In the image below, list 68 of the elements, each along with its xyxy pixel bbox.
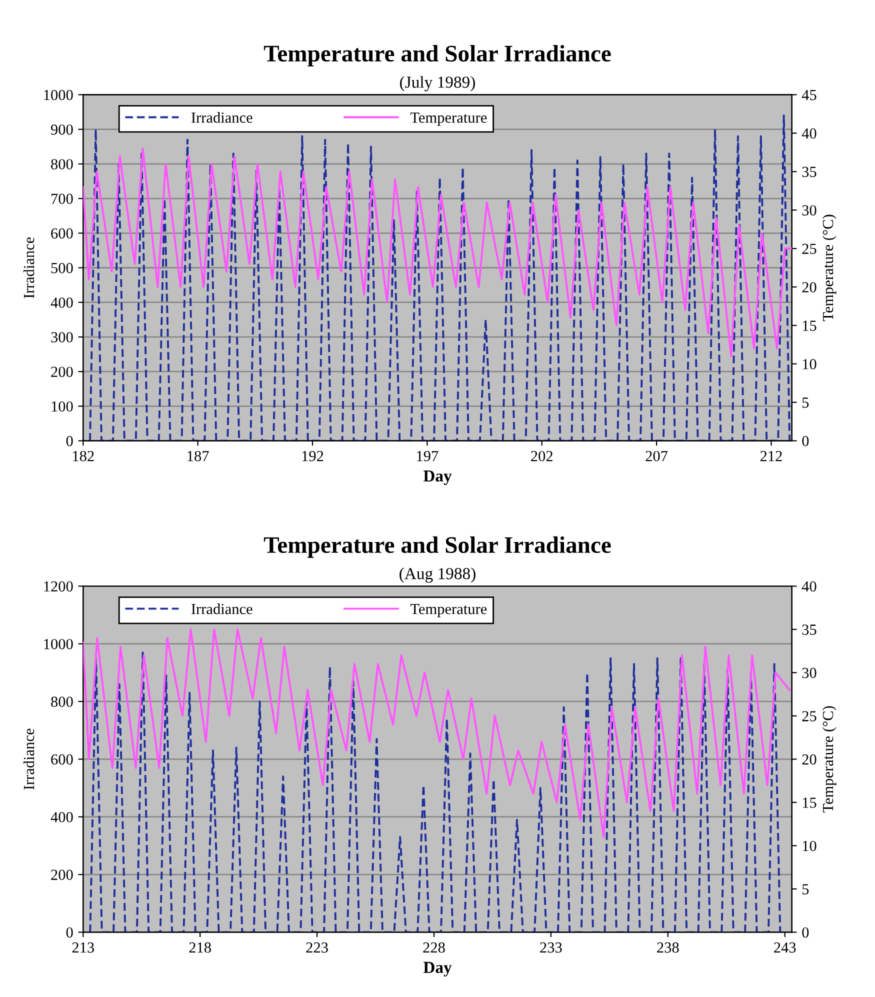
x-tick-label: 238 xyxy=(657,942,679,953)
x-tick-label: 223 xyxy=(306,942,328,953)
y2-tick-label: 30 xyxy=(802,668,816,678)
y2-tick-label: 15 xyxy=(802,798,816,808)
y-tick-label: 0 xyxy=(66,927,73,938)
x-tick-label: 182 xyxy=(73,450,94,462)
y2-tick-label: 5 xyxy=(802,884,809,894)
chart-subtitle: (Aug 1988) xyxy=(400,568,476,583)
y2-tick-label: 40 xyxy=(802,581,816,592)
x-axis-title: Day xyxy=(423,470,452,486)
chart-subtitle: (July 1989) xyxy=(400,76,475,92)
y2-tick-label: 25 xyxy=(802,711,816,722)
x-tick-label: 228 xyxy=(423,942,445,953)
line-series xyxy=(83,148,792,358)
y-tick-label: 900 xyxy=(50,124,73,135)
x-tick-label: 187 xyxy=(188,450,209,462)
y2-tick-label: 20 xyxy=(802,282,816,292)
y-tick-label: 600 xyxy=(51,228,73,239)
y-tick-label: 400 xyxy=(50,812,73,822)
y2-tick-label: 0 xyxy=(802,436,809,446)
y2-tick-label: 10 xyxy=(802,840,816,852)
y2-tick-label: 10 xyxy=(802,359,816,370)
x-tick-label: 243 xyxy=(774,942,796,953)
y-tick-label: 800 xyxy=(51,159,73,170)
y2-tick-label: 35 xyxy=(802,624,816,635)
legend-label: Irradiance xyxy=(191,603,252,614)
y2-tick-label: 40 xyxy=(802,128,816,139)
y-tick-label: 600 xyxy=(51,754,73,765)
y-axis-title: Irradiance xyxy=(23,728,34,790)
chart-title: Temperature and Solar Irradiance xyxy=(264,45,611,66)
y-tick-label: 100 xyxy=(52,401,73,412)
y-tick-label: 300 xyxy=(51,332,73,342)
x-tick-label: 218 xyxy=(189,942,211,953)
y-tick-label: 700 xyxy=(51,194,73,204)
line-series xyxy=(89,651,782,932)
y-tick-label: 0 xyxy=(66,436,73,446)
x-tick-label: 212 xyxy=(760,450,782,462)
y-tick-label: 1200 xyxy=(44,581,73,592)
line-series xyxy=(83,628,791,838)
x-tick-label: 192 xyxy=(302,450,324,462)
x-tick-label: 233 xyxy=(540,942,562,953)
y2-tick-label: 5 xyxy=(802,398,809,408)
chart-title: Temperature and Solar Irradiance xyxy=(264,536,611,558)
x-axis-title: Day xyxy=(423,962,452,976)
y-tick-label: 1000 xyxy=(44,90,73,100)
y2-tick-label: 30 xyxy=(802,205,816,216)
y2-tick-label: 0 xyxy=(802,927,809,938)
y2-axis-title: Temperature (°C) xyxy=(822,706,836,813)
y-tick-label: 400 xyxy=(50,297,73,308)
x-tick-label: 197 xyxy=(417,450,438,462)
y-tick-label: 200 xyxy=(51,870,73,880)
y-tick-label: 500 xyxy=(51,262,73,274)
y2-tick-label: 45 xyxy=(802,90,816,100)
y-tick-label: 200 xyxy=(51,366,73,378)
y2-tick-label: 35 xyxy=(802,166,816,178)
x-tick-label: 202 xyxy=(531,450,552,462)
legend-label: Temperature xyxy=(410,604,487,618)
y2-tick-label: 20 xyxy=(802,754,816,765)
y2-axis-title: Temperature (°C) xyxy=(822,214,836,322)
legend-label: Irradiance xyxy=(191,112,252,123)
y2-tick-label: 25 xyxy=(802,244,816,254)
x-tick-label: 213 xyxy=(72,942,94,953)
y2-tick-label: 15 xyxy=(802,320,816,331)
legend-label: Temperature xyxy=(410,112,487,126)
y-axis-title: Irradiance xyxy=(23,237,34,298)
y-tick-label: 1000 xyxy=(44,638,73,650)
x-tick-label: 207 xyxy=(646,450,668,462)
y-tick-label: 800 xyxy=(51,696,73,707)
